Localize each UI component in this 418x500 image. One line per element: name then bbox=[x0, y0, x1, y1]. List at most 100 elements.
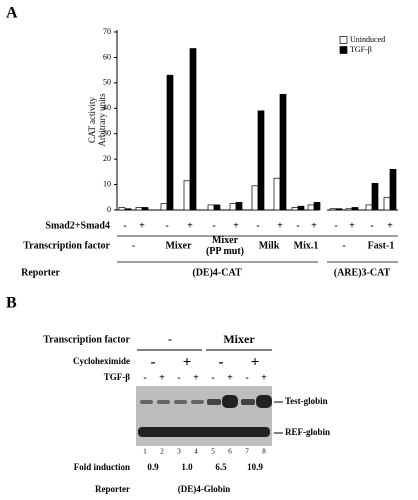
fold-value: 10.9 bbox=[247, 462, 263, 472]
bar bbox=[166, 74, 174, 211]
y-tick-label: 40 bbox=[103, 103, 111, 112]
x-tick-label: + bbox=[233, 220, 239, 231]
row-label: Reporter bbox=[95, 484, 130, 494]
factor-label: - bbox=[132, 240, 135, 251]
bar bbox=[118, 207, 126, 211]
test-band bbox=[157, 400, 170, 404]
legend-swatch bbox=[339, 36, 348, 44]
x-tick-label: - bbox=[123, 220, 126, 231]
x-tick-label: + bbox=[349, 220, 355, 231]
bar bbox=[207, 204, 215, 211]
test-band bbox=[241, 399, 255, 405]
factor-label: Fast-1 bbox=[368, 240, 395, 251]
chx-sign: + bbox=[251, 354, 260, 370]
lane-number: 1 bbox=[143, 448, 147, 456]
row-label: Transcription factor bbox=[43, 334, 130, 345]
y-tick-label: 70 bbox=[103, 27, 111, 36]
fold-value: 6.5 bbox=[215, 462, 227, 472]
row-label: Transcription factor bbox=[23, 240, 110, 251]
x-tick-label: - bbox=[370, 220, 373, 231]
bar bbox=[273, 177, 281, 211]
lane-number: 8 bbox=[262, 448, 266, 456]
row-label: Reporter bbox=[21, 267, 60, 278]
lane-number: 2 bbox=[160, 448, 164, 456]
bar bbox=[257, 110, 265, 211]
fold-value: 1.0 bbox=[181, 462, 193, 472]
y-tick-label: 50 bbox=[103, 78, 111, 87]
y-tick-label: 0 bbox=[107, 205, 111, 214]
x-tick-label: - bbox=[165, 220, 168, 231]
band-label: REF-globin bbox=[285, 427, 330, 437]
test-band bbox=[222, 395, 238, 408]
row-label: Smad2+Smad4 bbox=[45, 220, 110, 231]
bar bbox=[313, 202, 321, 211]
lane-number: 3 bbox=[177, 448, 181, 456]
legend-label: TGF-β bbox=[350, 45, 372, 54]
factor-label: Mixer bbox=[165, 240, 192, 251]
y-tick-label: 10 bbox=[103, 179, 111, 188]
test-band bbox=[191, 400, 204, 404]
x-tick-label: + bbox=[187, 220, 193, 231]
row-label: TGF-β bbox=[104, 372, 130, 382]
lane-number: 4 bbox=[194, 448, 198, 456]
x-tick-label: - bbox=[212, 220, 215, 231]
bar bbox=[389, 168, 397, 211]
bar bbox=[371, 182, 379, 211]
bar bbox=[297, 205, 305, 211]
row-label: Cycloheximide bbox=[73, 356, 130, 366]
test-band bbox=[140, 400, 153, 404]
tgf-sign: - bbox=[245, 372, 248, 383]
chx-sign: - bbox=[219, 354, 224, 370]
tgf-sign: + bbox=[193, 372, 199, 383]
bar bbox=[229, 203, 237, 211]
lane-number: 6 bbox=[228, 448, 232, 456]
bar bbox=[307, 204, 315, 211]
bar bbox=[251, 185, 259, 211]
bands bbox=[138, 395, 272, 437]
x-tick-label: + bbox=[387, 220, 393, 231]
bar bbox=[351, 207, 359, 211]
factor-label: Mixer bbox=[223, 332, 255, 346]
test-band bbox=[207, 399, 221, 405]
lane-number: 5 bbox=[211, 448, 215, 456]
tgf-sign: + bbox=[261, 372, 267, 383]
bar bbox=[291, 207, 299, 211]
tgf-sign: - bbox=[177, 372, 180, 383]
bar bbox=[235, 202, 243, 211]
x-tick-label: - bbox=[256, 220, 259, 231]
factor-label: Mixer (PP mut) bbox=[206, 235, 244, 257]
legend-swatch bbox=[339, 46, 348, 54]
chx-sign: - bbox=[151, 354, 156, 370]
bar bbox=[160, 203, 168, 211]
bar bbox=[365, 204, 373, 211]
x-tick-label: + bbox=[277, 220, 283, 231]
tgf-sign: + bbox=[159, 372, 165, 383]
y-tick-label: 30 bbox=[103, 129, 111, 138]
bar bbox=[383, 196, 391, 211]
panel-label: A bbox=[6, 5, 18, 22]
reporter: (DE)4-Globin bbox=[178, 484, 231, 494]
bar bbox=[335, 208, 343, 211]
reporter-label: (ARE)3-CAT bbox=[334, 267, 391, 278]
y-axis-label: CAT activity bbox=[87, 96, 97, 143]
bar bbox=[189, 48, 197, 211]
panel-label: B bbox=[6, 295, 17, 312]
bar bbox=[329, 208, 337, 211]
test-band bbox=[256, 395, 272, 408]
y-tick-label: 20 bbox=[103, 154, 111, 163]
tgf-sign: + bbox=[227, 372, 233, 383]
y-axis-label: Arbitrary units bbox=[97, 93, 107, 147]
tgf-sign: - bbox=[211, 372, 214, 383]
x-tick-label: - bbox=[296, 220, 299, 231]
tgf-sign: - bbox=[143, 372, 146, 383]
test-band bbox=[174, 400, 187, 404]
factor-label: - bbox=[342, 240, 345, 251]
bar bbox=[345, 208, 353, 211]
y-tick-label: 60 bbox=[103, 52, 111, 61]
bar bbox=[183, 180, 191, 211]
x-tick-label: + bbox=[139, 220, 145, 231]
bar bbox=[141, 207, 149, 211]
x-tick-label: + bbox=[311, 220, 317, 231]
factor-label: Mix.1 bbox=[294, 240, 319, 251]
